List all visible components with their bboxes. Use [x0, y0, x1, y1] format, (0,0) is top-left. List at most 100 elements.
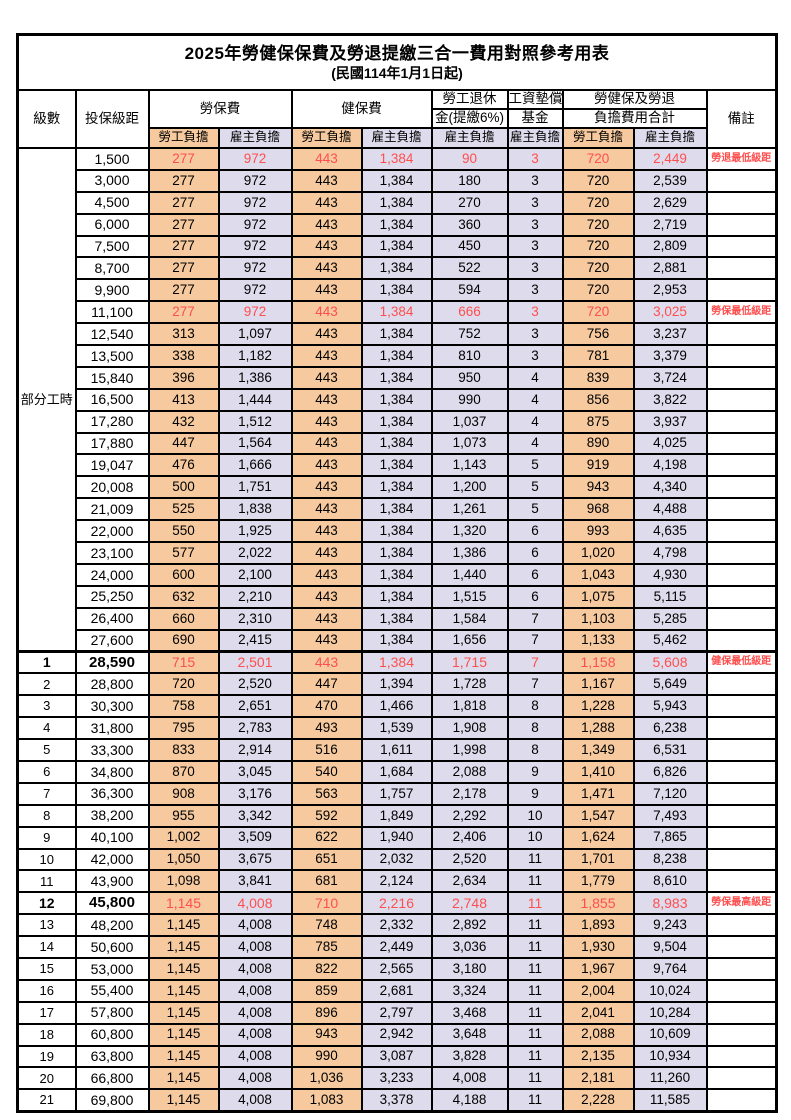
subheader-labor-employee: 勞工負擔: [147, 127, 220, 149]
value-cell: 443: [290, 453, 363, 478]
subheader-health-employer: 雇主負擔: [360, 127, 433, 149]
value-cell: 2,539: [632, 168, 708, 193]
value-cell: 1,073: [430, 431, 509, 456]
value-cell: 870: [147, 759, 220, 784]
value-cell: 1,466: [360, 694, 433, 719]
value-cell: 720: [561, 212, 635, 237]
value-cell: 563: [290, 781, 363, 806]
bracket-cell: 9,900: [74, 278, 150, 303]
value-cell: 1,757: [360, 781, 433, 806]
value-cell: 2,565: [360, 956, 433, 981]
bracket-cell: 30,300: [74, 694, 150, 719]
table-row: 11 43,900 1,098 3,841 681 2,124 2,634 11 1,779 8,…: [16, 869, 778, 894]
value-cell: 1,818: [430, 694, 509, 719]
bracket-cell: 43,900: [74, 869, 150, 894]
value-cell: 660: [147, 606, 220, 631]
value-cell: 972: [217, 190, 293, 215]
value-cell: 1,145: [147, 913, 220, 938]
subheader-total-employee: 勞工負擔: [561, 127, 635, 149]
value-cell: 1,539: [360, 716, 433, 741]
value-cell: 2,651: [217, 694, 293, 719]
value-cell: 3: [506, 278, 564, 303]
bracket-cell: 23,100: [74, 541, 150, 565]
value-cell: 1,083: [290, 1088, 363, 1113]
value-cell: 6: [506, 541, 564, 565]
value-cell: 6: [506, 562, 564, 587]
remark-cell: [705, 913, 778, 938]
value-cell: 1,145: [147, 935, 220, 959]
value-cell: 1,384: [360, 628, 433, 653]
value-cell: 2,809: [632, 234, 708, 259]
value-cell: 2,748: [430, 891, 509, 916]
value-cell: 2,681: [360, 978, 433, 1003]
value-cell: 859: [290, 978, 363, 1003]
value-cell: 5: [506, 475, 564, 500]
value-cell: 1,384: [360, 365, 433, 390]
bracket-cell: 24,000: [74, 562, 150, 587]
page-subtitle: (民國114年1月1日起): [331, 64, 463, 81]
value-cell: 443: [290, 234, 363, 259]
value-cell: 594: [430, 278, 509, 303]
value-cell: 833: [147, 738, 220, 762]
value-cell: 1,145: [147, 1088, 220, 1113]
remark-cell: [705, 541, 778, 565]
level-cell: 11: [16, 869, 77, 894]
value-cell: 1,384: [360, 278, 433, 303]
value-cell: 10,934: [632, 1044, 708, 1069]
level-cell: 21: [16, 1088, 77, 1113]
value-cell: 2,228: [561, 1088, 635, 1113]
table-row: 17,880 447 1,564 443 1,384 1,073 4 890 4,025: [18, 431, 778, 456]
value-cell: 7,120: [632, 781, 708, 806]
table-row: 4,500 277 972 443 1,384 270 3 720 2,629: [18, 190, 778, 215]
level-cell: 6: [16, 759, 77, 784]
value-cell: 972: [217, 278, 293, 303]
remark-cell: 勞保最高級距: [705, 891, 778, 916]
value-cell: 908: [147, 781, 220, 806]
value-cell: 715: [147, 649, 220, 675]
value-cell: 5,462: [632, 628, 708, 653]
value-cell: 748: [290, 913, 363, 938]
bracket-cell: 42,000: [74, 847, 150, 872]
value-cell: 720: [561, 190, 635, 215]
value-cell: 972: [217, 147, 293, 171]
value-cell: 2,449: [632, 147, 708, 171]
bracket-cell: 6,000: [74, 212, 150, 237]
level-cell: 部分工時: [16, 146, 77, 653]
value-cell: 2,415: [217, 628, 293, 653]
value-cell: 396: [147, 365, 220, 390]
value-cell: 3,822: [632, 387, 708, 412]
value-cell: 1,684: [360, 759, 433, 784]
value-cell: 3,324: [430, 978, 509, 1003]
value-cell: 1,384: [360, 649, 433, 675]
value-cell: 681: [290, 869, 363, 894]
value-cell: 443: [290, 628, 363, 653]
value-cell: 1,043: [561, 562, 635, 587]
remark-cell: [705, 322, 778, 347]
value-cell: 2,520: [430, 847, 509, 872]
value-cell: 2,210: [217, 584, 293, 609]
value-cell: 10,024: [632, 978, 708, 1003]
value-cell: 839: [561, 365, 635, 390]
value-cell: 3,828: [430, 1044, 509, 1069]
value-cell: 720: [147, 672, 220, 697]
bracket-cell: 28,800: [74, 672, 150, 697]
value-cell: 1,908: [430, 716, 509, 741]
value-cell: 443: [290, 322, 363, 347]
value-cell: 11: [506, 1088, 564, 1113]
remark-cell: [705, 1022, 778, 1047]
table-row: 18 60,800 1,145 4,008 943 2,942 3,648 11 2,088 10…: [16, 1022, 778, 1047]
value-cell: 856: [561, 387, 635, 412]
table-row: 部分工時 1,500 277 972 443 1,384 90 3 720 2,449 勞退最低級距: [16, 146, 778, 653]
value-cell: 540: [290, 759, 363, 784]
table-row: 16,500 413 1,444 443 1,384 990 4 856 3,822: [18, 387, 778, 412]
value-cell: 1,547: [561, 803, 635, 828]
value-cell: 756: [561, 322, 635, 347]
table-row: 4 31,800 795 2,783 493 1,539 1,908 8 1,288 6,238: [16, 716, 778, 741]
value-cell: 6,238: [632, 716, 708, 741]
value-cell: 1,320: [430, 519, 509, 544]
header-remark: 備註: [705, 89, 778, 149]
remark-cell: [705, 978, 778, 1003]
value-cell: 3,724: [632, 365, 708, 390]
table-row: 22,000 550 1,925 443 1,384 1,320 6 993 4,635: [18, 519, 778, 544]
value-cell: 9: [506, 759, 564, 784]
